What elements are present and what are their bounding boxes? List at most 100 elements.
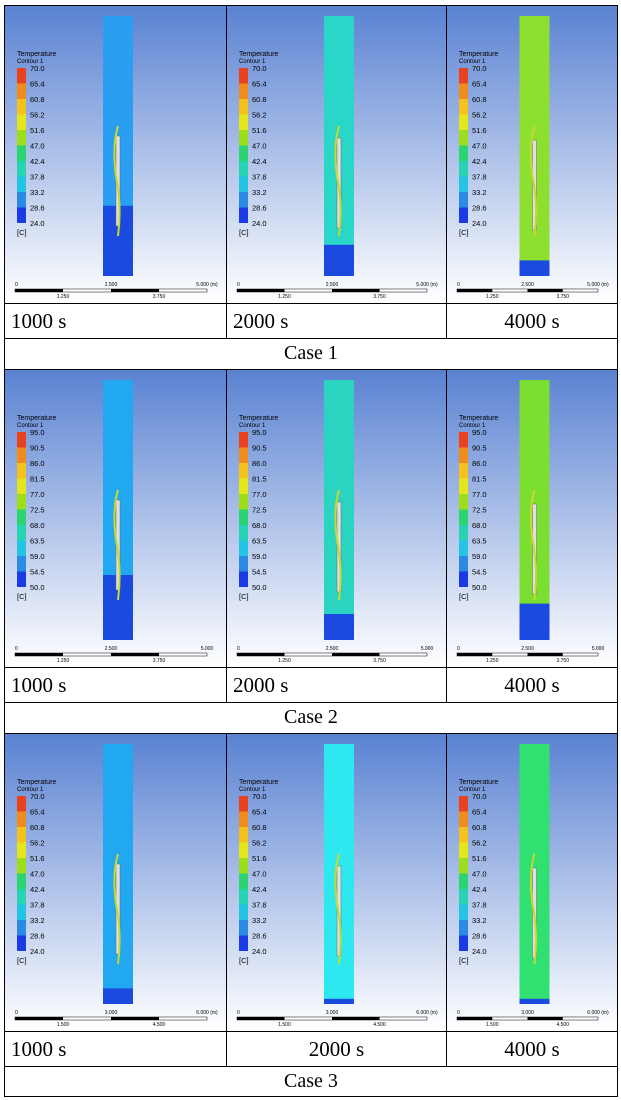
legend-value: 54.5: [252, 568, 267, 577]
scale-label: 1.250: [278, 658, 291, 664]
legend-band: [17, 448, 26, 464]
legend-value: 77.0: [252, 490, 267, 499]
legend-value: 47.0: [252, 870, 267, 879]
scale-bar-fill: [15, 1017, 63, 1020]
legend-value: 42.4: [30, 885, 45, 894]
legend-band: [239, 161, 248, 177]
legend-band: [17, 827, 26, 843]
time-label: 2000 s: [226, 1031, 447, 1067]
legend-value: 63.5: [472, 537, 487, 546]
scale-label: 6.000 (m): [196, 1010, 218, 1016]
legend-band: [459, 192, 468, 208]
legend-value: 77.0: [30, 490, 45, 499]
legend-value: 60.8: [30, 95, 45, 104]
scale-label: 1.500: [486, 1022, 499, 1028]
legend-band: [239, 843, 248, 859]
legend-unit: [C]: [239, 592, 249, 601]
legend-value: 28.6: [252, 204, 267, 213]
legend-band: [239, 827, 248, 843]
legend-value: 51.6: [252, 126, 267, 135]
scale-label: 1.250: [278, 294, 291, 300]
contour-plot: TemperatureContour 170.065.460.856.251.6…: [447, 734, 617, 1031]
legend-value: 72.5: [252, 506, 267, 515]
time-label: 4000 s: [446, 303, 618, 339]
scale-label: 3.750: [556, 658, 569, 664]
legend-value: 86.0: [472, 459, 487, 468]
scale-label: 1.500: [278, 1022, 291, 1028]
legend-band: [17, 432, 26, 448]
legend-value: 68.0: [252, 521, 267, 530]
legend-value: 42.4: [30, 157, 45, 166]
legend-value: 56.2: [30, 111, 45, 120]
scale-label: 1.250: [486, 294, 499, 300]
legend-band: [239, 889, 248, 905]
legend-value: 72.5: [472, 506, 487, 515]
legend-value: 70.0: [472, 64, 487, 73]
legend-value: 65.4: [30, 808, 45, 817]
scale-label: 0: [457, 1010, 460, 1016]
legend-band: [459, 208, 468, 224]
legend-value: 95.0: [252, 428, 267, 437]
legend-band: [17, 115, 26, 131]
contour-plot: TemperatureContour 170.065.460.856.251.6…: [5, 734, 226, 1031]
legend-title: Temperature: [17, 415, 56, 422]
legend-band: [239, 936, 248, 952]
scale-label: 4.500: [556, 1022, 569, 1028]
legend-band: [239, 858, 248, 874]
scale-label: 1.250: [486, 658, 499, 664]
scale-bar-fill: [15, 289, 63, 292]
legend-value: 24.0: [252, 947, 267, 956]
legend-value: 42.4: [252, 157, 267, 166]
legend-value: 33.2: [252, 188, 267, 197]
legend-band: [239, 146, 248, 162]
legend-band: [17, 812, 26, 828]
legend-band: [459, 905, 468, 921]
scale-label: 4.500: [153, 1022, 166, 1028]
scale-label: 0: [15, 646, 18, 652]
legend-value: 51.6: [252, 854, 267, 863]
legend-band: [17, 843, 26, 859]
legend-value: 70.0: [252, 64, 267, 73]
legend-band: [239, 130, 248, 146]
legend-band: [459, 889, 468, 905]
scale-label: 0: [15, 1010, 18, 1016]
legend-band: [459, 448, 468, 464]
legend-value: 65.4: [472, 80, 487, 89]
legend-value: 68.0: [30, 521, 45, 530]
legend-band: [17, 858, 26, 874]
legend-value: 81.5: [472, 475, 487, 484]
legend-band: [459, 874, 468, 890]
legend-band: [459, 541, 468, 557]
contour-plot: TemperatureContour 170.065.460.856.251.6…: [227, 6, 446, 303]
time-label: 1000 s: [4, 667, 227, 703]
legend-value: 65.4: [472, 808, 487, 817]
legend-band: [459, 936, 468, 952]
contour-plot: TemperatureContour 195.090.586.081.577.0…: [5, 370, 226, 667]
legend-band: [17, 208, 26, 224]
legend-band: [239, 432, 248, 448]
legend-band: [239, 84, 248, 100]
legend-band: [459, 463, 468, 479]
contour-cell: TemperatureContour 170.065.460.856.251.6…: [446, 733, 618, 1032]
scale-label: 5.000 (m): [196, 282, 218, 288]
legend-band: [459, 827, 468, 843]
legend-band: [17, 479, 26, 495]
legend-band: [17, 796, 26, 812]
legend-value: 33.2: [30, 188, 45, 197]
scale-label: 0: [237, 282, 240, 288]
legend-value: 60.8: [472, 823, 487, 832]
legend-band: [459, 99, 468, 115]
legend-band: [239, 812, 248, 828]
legend-value: 90.5: [30, 444, 45, 453]
legend-value: 33.2: [472, 188, 487, 197]
scale-label: 0: [15, 282, 18, 288]
legend-unit: [C]: [459, 956, 469, 965]
scale-label: 0: [457, 646, 460, 652]
scale-label: 3.750: [373, 658, 386, 664]
legend-band: [459, 494, 468, 510]
legend-band: [459, 525, 468, 541]
scale-label: 0: [457, 282, 460, 288]
legend-title: Temperature: [239, 415, 278, 422]
legend-value: 65.4: [252, 808, 267, 817]
scale-label: 3.750: [373, 294, 386, 300]
